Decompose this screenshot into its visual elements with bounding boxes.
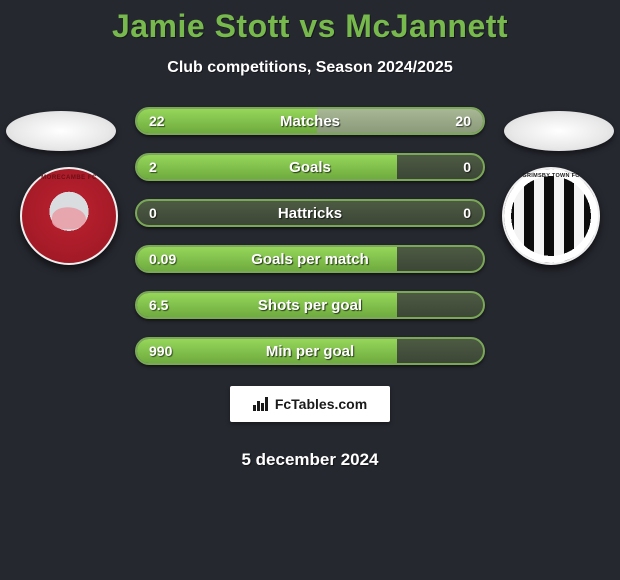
chart-icon (253, 397, 271, 411)
stat-label: Hattricks (137, 201, 483, 225)
stat-rows-container: 2220Matches 20Goals 00Hattricks 0.09Goals p… (135, 107, 485, 383)
player-left-avatar (6, 111, 116, 151)
stat-row: 00Hattricks (135, 199, 485, 227)
stat-label: Min per goal (137, 339, 483, 363)
stat-label: Shots per goal (137, 293, 483, 317)
brand-badge: FcTables.com (230, 386, 390, 422)
stat-label: Goals per match (137, 247, 483, 271)
comparison-arena: 2220Matches 20Goals 00Hattricks 0.09Goals p… (0, 107, 620, 387)
club-badge-left (20, 167, 118, 265)
stat-row: 0.09Goals per match (135, 245, 485, 273)
stat-label: Goals (137, 155, 483, 179)
stat-row: 990Min per goal (135, 337, 485, 365)
brand-label: FcTables.com (275, 396, 367, 412)
player-right-avatar (504, 111, 614, 151)
stat-row: 2220Matches (135, 107, 485, 135)
stat-label: Matches (137, 109, 483, 133)
date-line: 5 december 2024 (0, 450, 620, 470)
page-title: Jamie Stott vs McJannett (0, 0, 620, 45)
stat-row: 6.5Shots per goal (135, 291, 485, 319)
club-badge-right (502, 167, 600, 265)
stat-row: 20Goals (135, 153, 485, 181)
season-subtitle: Club competitions, Season 2024/2025 (0, 59, 620, 77)
